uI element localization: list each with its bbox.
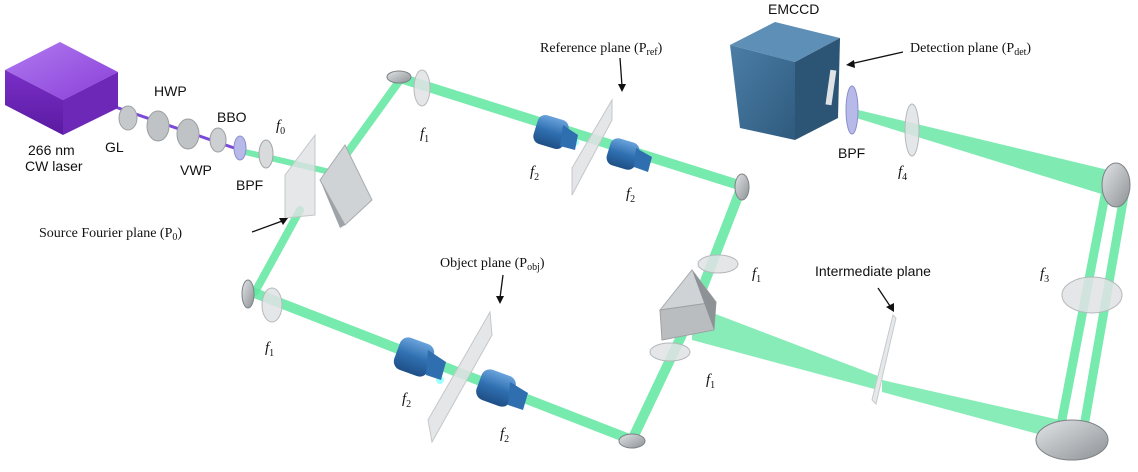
beam-to-detector xyxy=(850,108,1108,196)
f1-lenses: f1 f1 f1 f1 xyxy=(261,69,761,391)
bpf-detect-label: BPF xyxy=(838,145,865,161)
lens-f1-right xyxy=(697,254,739,274)
object-plane-sheet xyxy=(427,310,493,444)
hwp-label: HWP xyxy=(154,83,187,99)
f2-label-ref-1: f2 xyxy=(530,164,539,183)
laser-front xyxy=(5,70,63,135)
laser-side xyxy=(63,72,118,135)
beam-diverge xyxy=(882,380,1060,440)
beam-entry xyxy=(242,149,333,175)
bpf-source-label: BPF xyxy=(236,177,263,193)
source-fourier-plane: Source Fourier plane (P0) xyxy=(39,133,373,243)
f2-label-ref-2: f2 xyxy=(626,186,635,205)
mirror-upper-left xyxy=(386,70,412,84)
f1-label-lower-right: f1 xyxy=(706,372,715,391)
f3-lens-group: f3 xyxy=(1040,266,1123,314)
f1-label-lower-left: f1 xyxy=(265,340,274,359)
source-prism xyxy=(319,144,373,226)
objective-obj-1 xyxy=(393,337,435,377)
detection-plane-arrow xyxy=(849,51,904,65)
beam-right-up-b xyxy=(1077,185,1130,443)
mirror-right-upper xyxy=(734,173,750,201)
emccd-label: EMCCD xyxy=(768,1,819,17)
intermediate-plane-group: Intermediate plane xyxy=(815,263,931,405)
mirror-lower-mid xyxy=(618,433,646,449)
bbo-crystal xyxy=(209,127,227,153)
object-plane-arrow xyxy=(499,274,504,299)
f1-label-upper: f1 xyxy=(420,126,429,145)
source-plane-sheet xyxy=(284,133,316,219)
f0-label: f0 xyxy=(276,118,285,137)
laser: 266 nm CW laser xyxy=(5,42,118,174)
objective-obj-2 xyxy=(476,369,516,407)
combiner-prism xyxy=(658,269,717,341)
reference-arm: f2 f2 Reference plane (Pref) xyxy=(530,41,663,205)
objective-ref-2 xyxy=(606,138,640,170)
mirror-upper-right xyxy=(1101,162,1131,208)
hwp-optic xyxy=(146,110,170,142)
objective-ref-1 xyxy=(533,114,569,150)
vwp-optic xyxy=(233,135,247,161)
gl-optic xyxy=(118,105,138,131)
mirrors xyxy=(241,70,1131,461)
lens-f4 xyxy=(904,103,920,157)
objective-obj-2-tip xyxy=(508,382,528,410)
object-plane-label: Object plane (Pobj) xyxy=(440,256,545,273)
reference-plane-label: Reference plane (Pref) xyxy=(540,41,663,58)
intermediate-plane-arrowhead xyxy=(886,303,894,312)
source-plane-arrow xyxy=(251,219,286,233)
vwp-label: VWP xyxy=(180,162,212,178)
bbo-label: BBO xyxy=(217,109,247,125)
lens-f1-lower-left xyxy=(261,287,283,323)
f1-label-right: f1 xyxy=(752,266,761,285)
intermediate-plane-sheet xyxy=(871,314,897,405)
reference-plane-arrow xyxy=(619,57,623,87)
intermediate-plane-label: Intermediate plane xyxy=(815,263,931,279)
source-plane-arrowhead xyxy=(279,218,288,225)
laser-top xyxy=(5,42,118,100)
object-arm: f2 f2 Object plane (Pobj) xyxy=(393,256,545,445)
intermediate-plane-arrow xyxy=(877,287,891,307)
beam-source-to-mirror-ll xyxy=(251,206,304,296)
detection-plane-arrowhead xyxy=(846,60,855,68)
bpf-source-filter xyxy=(258,139,274,169)
laser-label-line2: CW laser xyxy=(25,158,83,174)
hwp-optic-2 xyxy=(176,118,200,150)
detection-plane-label: Detection plane (Pdet) xyxy=(910,41,1031,58)
source-optics: GL HWP BBO VWP BPF f0 xyxy=(105,83,285,193)
mirror-lower-left xyxy=(241,279,255,309)
object-plane-arrowhead xyxy=(496,296,504,304)
f4-label: f4 xyxy=(898,164,907,183)
beam-converge xyxy=(692,305,878,390)
emccd-sensor-window xyxy=(825,69,837,106)
objective-obj-1-tip xyxy=(426,350,446,380)
reference-plane-arrowhead xyxy=(618,84,626,92)
beam-paths xyxy=(94,73,1130,445)
f3-label: f3 xyxy=(1040,266,1049,285)
reference-plane-sheet xyxy=(571,98,613,196)
detector-group: EMCCD BPF f4 Detection plane (Pdet) xyxy=(730,1,1031,183)
laser-label-line1: 266 nm xyxy=(28,142,75,158)
beam-lower-up xyxy=(627,317,693,445)
gl-label: GL xyxy=(105,139,124,155)
source-prism-face xyxy=(320,180,345,228)
lens-f3 xyxy=(1061,276,1123,314)
source-fourier-plane-label: Source Fourier plane (P0) xyxy=(39,226,182,243)
emccd-side xyxy=(795,38,840,140)
f2-label-obj-1: f2 xyxy=(402,391,411,410)
prism-dark-face xyxy=(692,270,716,330)
objective-ref-1-tip xyxy=(560,125,578,150)
lens-f1-lower-right xyxy=(649,342,691,362)
emccd-front xyxy=(730,45,795,140)
objective-ref-2-tip xyxy=(634,148,652,172)
bpf-detect-filter xyxy=(845,85,859,135)
f2-label-obj-2: f2 xyxy=(500,426,509,445)
mirror-lower-right xyxy=(1035,419,1109,461)
emccd-top xyxy=(730,22,840,62)
lens-f1-upper xyxy=(413,69,431,107)
